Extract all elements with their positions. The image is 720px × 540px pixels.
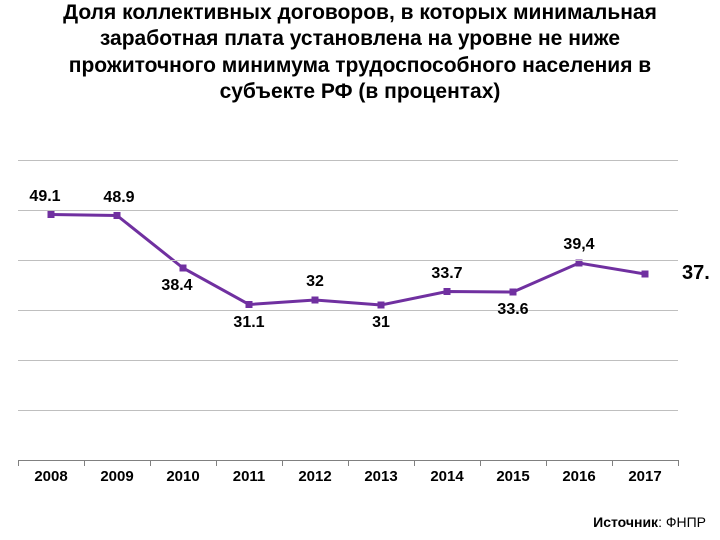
x-axis-label: 2012: [298, 468, 331, 485]
series-marker: [642, 271, 649, 278]
x-axis-label: 2013: [364, 468, 397, 485]
x-tick: [546, 460, 547, 466]
x-tick: [414, 460, 415, 466]
series-marker: [510, 289, 517, 296]
gridline: [18, 210, 678, 211]
x-tick: [84, 460, 85, 466]
gridline: [18, 160, 678, 161]
x-axis-label: 2014: [430, 468, 463, 485]
source-caption: Источник: ФНПР: [593, 514, 706, 530]
x-tick: [18, 460, 19, 466]
series-marker: [48, 211, 55, 218]
series-marker: [312, 297, 319, 304]
x-tick: [282, 460, 283, 466]
source-label: Источник: [593, 514, 658, 530]
data-label: 38.4: [161, 277, 192, 295]
series-marker: [246, 301, 253, 308]
end-data-label: 37.: [682, 262, 710, 285]
series-marker: [180, 265, 187, 272]
x-tick: [612, 460, 613, 466]
series-marker: [444, 288, 451, 295]
gridline: [18, 260, 678, 261]
series-marker: [378, 302, 385, 309]
data-label: 31: [372, 314, 390, 332]
data-label: 33.7: [431, 265, 462, 283]
x-axis-label: 2009: [100, 468, 133, 485]
gridline: [18, 410, 678, 411]
source-value: ФНПР: [666, 514, 706, 530]
x-tick: [678, 460, 679, 466]
gridline: [18, 360, 678, 361]
x-axis-label: 2011: [233, 468, 266, 485]
x-tick: [150, 460, 151, 466]
x-tick: [216, 460, 217, 466]
x-axis-label: 2016: [562, 468, 595, 485]
chart-area: 2008200920102011201220132014201520162017…: [18, 160, 678, 460]
x-axis-label: 2010: [166, 468, 199, 485]
data-label: 49.1: [29, 188, 60, 206]
data-label: 48.9: [103, 189, 134, 207]
data-label: 33.6: [497, 301, 528, 319]
x-tick: [348, 460, 349, 466]
x-axis-label: 2008: [34, 468, 67, 485]
series-marker: [114, 212, 121, 219]
gridline: [18, 310, 678, 311]
data-label: 31.1: [233, 314, 264, 332]
data-label: 39,4: [563, 236, 594, 254]
chart-title: Доля коллективных договоров, в которых м…: [0, 0, 720, 105]
x-tick: [480, 460, 481, 466]
x-axis-label: 2015: [496, 468, 529, 485]
source-sep: :: [658, 514, 666, 530]
x-axis-label: 2017: [628, 468, 661, 485]
data-label: 32: [306, 273, 324, 291]
